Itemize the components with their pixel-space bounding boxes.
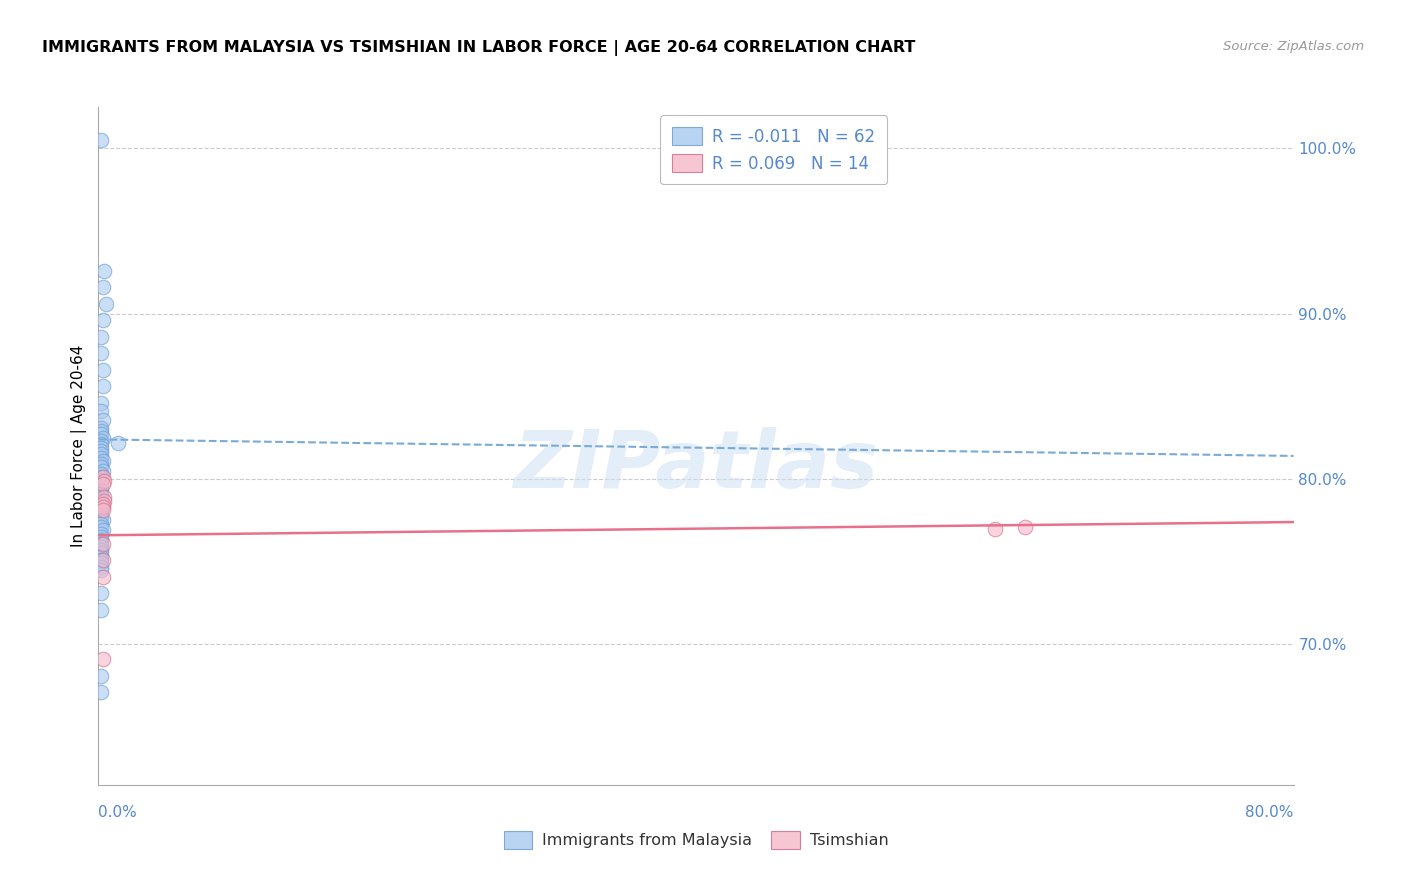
Point — [91, 497, 114, 511]
Point — [91, 363, 114, 377]
Point — [90, 530, 112, 544]
Point — [90, 603, 112, 617]
Point — [90, 549, 112, 564]
Point — [90, 396, 112, 410]
Point — [93, 490, 115, 504]
Point — [90, 497, 112, 511]
Point — [90, 540, 112, 554]
Point — [91, 431, 114, 445]
Point — [91, 569, 114, 583]
Text: 0.0%: 0.0% — [98, 805, 138, 820]
Point — [91, 313, 114, 327]
Point — [93, 264, 115, 278]
Text: Source: ZipAtlas.com: Source: ZipAtlas.com — [1223, 40, 1364, 54]
Point — [91, 412, 114, 426]
Point — [90, 669, 112, 683]
Y-axis label: In Labor Force | Age 20-64: In Labor Force | Age 20-64 — [72, 345, 87, 547]
Point — [90, 404, 112, 418]
Point — [90, 450, 112, 465]
Point — [90, 685, 112, 699]
Point — [90, 477, 112, 491]
Point — [90, 437, 112, 451]
Point — [91, 470, 114, 484]
Point — [1014, 520, 1036, 534]
Point — [90, 546, 112, 560]
Point — [91, 536, 114, 550]
Point — [90, 487, 112, 501]
Point — [90, 510, 112, 524]
Text: ZIPatlas: ZIPatlas — [513, 427, 879, 506]
Point — [90, 483, 112, 498]
Point — [90, 421, 112, 435]
Point — [90, 487, 112, 501]
Point — [90, 447, 112, 461]
Point — [107, 435, 129, 450]
Point — [90, 553, 112, 567]
Point — [90, 490, 112, 504]
Point — [90, 520, 112, 534]
Point — [90, 526, 112, 541]
Point — [90, 330, 112, 344]
Point — [90, 424, 112, 438]
Point — [91, 280, 114, 294]
Text: 80.0%: 80.0% — [1246, 805, 1294, 820]
Point — [90, 441, 112, 455]
Point — [91, 553, 114, 567]
Point — [91, 477, 114, 491]
Point — [90, 500, 112, 515]
Point — [90, 563, 112, 577]
Point — [91, 524, 114, 538]
Point — [90, 480, 112, 494]
Point — [90, 470, 112, 484]
Legend: Immigrants from Malaysia, Tsimshian: Immigrants from Malaysia, Tsimshian — [498, 825, 894, 855]
Point — [90, 474, 112, 488]
Point — [90, 434, 112, 448]
Point — [90, 557, 112, 571]
Point — [93, 493, 115, 508]
Point — [90, 444, 112, 458]
Point — [90, 503, 112, 517]
Point — [90, 467, 112, 482]
Point — [94, 297, 117, 311]
Point — [90, 133, 112, 147]
Point — [90, 533, 112, 548]
Point — [91, 503, 114, 517]
Point — [91, 379, 114, 393]
Point — [91, 513, 114, 527]
Point — [90, 559, 112, 574]
Point — [90, 457, 112, 471]
Point — [90, 507, 112, 521]
Point — [93, 474, 115, 488]
Point — [91, 454, 114, 468]
Point — [984, 522, 1007, 536]
Point — [90, 427, 112, 442]
Point — [90, 586, 112, 600]
Text: IMMIGRANTS FROM MALAYSIA VS TSIMSHIAN IN LABOR FORCE | AGE 20-64 CORRELATION CHA: IMMIGRANTS FROM MALAYSIA VS TSIMSHIAN IN… — [42, 40, 915, 56]
Point — [90, 516, 112, 531]
Point — [91, 464, 114, 478]
Point — [90, 346, 112, 360]
Point — [90, 543, 112, 558]
Point — [91, 500, 114, 515]
Point — [90, 493, 112, 508]
Point — [91, 652, 114, 666]
Point — [90, 536, 112, 550]
Point — [90, 460, 112, 475]
